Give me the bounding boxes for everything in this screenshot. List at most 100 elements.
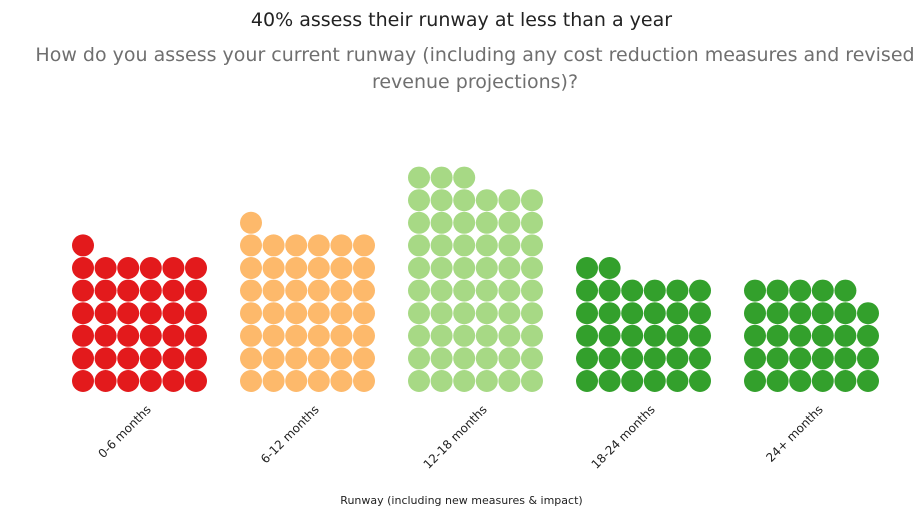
waffle-dot bbox=[408, 211, 430, 234]
waffle-dot bbox=[330, 257, 353, 279]
waffle-dot bbox=[72, 324, 94, 347]
waffle-dot bbox=[475, 257, 498, 279]
waffle-dot bbox=[598, 324, 621, 347]
waffle-dot bbox=[834, 370, 857, 392]
waffle-dot bbox=[453, 189, 476, 212]
waffle-dot bbox=[408, 347, 430, 370]
waffle-dot bbox=[430, 279, 453, 302]
waffle-dot bbox=[353, 234, 375, 257]
waffle-dot bbox=[453, 302, 476, 325]
waffle-dot bbox=[94, 347, 117, 370]
waffle-dot bbox=[475, 347, 498, 370]
waffle-dot bbox=[240, 279, 262, 302]
waffle-dot bbox=[330, 234, 353, 257]
waffle-dot bbox=[94, 370, 117, 392]
waffle-dot bbox=[430, 257, 453, 279]
waffle-dot bbox=[285, 302, 308, 325]
waffle-dot bbox=[162, 347, 185, 370]
waffle-dot bbox=[576, 279, 598, 302]
waffle-dot bbox=[162, 279, 185, 302]
waffle-dot bbox=[117, 257, 140, 279]
waffle-dot bbox=[521, 189, 543, 212]
waffle-dot bbox=[666, 324, 689, 347]
waffle-dot bbox=[162, 302, 185, 325]
waffle-dot bbox=[262, 370, 285, 392]
waffle-dot bbox=[240, 324, 262, 347]
waffle-dot bbox=[240, 234, 262, 257]
waffle-dot bbox=[598, 279, 621, 302]
waffle-dot bbox=[285, 370, 308, 392]
waffle-dot bbox=[498, 211, 521, 234]
waffle-dot bbox=[766, 347, 789, 370]
category-label: 0-6 months bbox=[95, 402, 153, 460]
waffle-dot bbox=[408, 302, 430, 325]
waffle-dot bbox=[621, 279, 644, 302]
waffle-dot bbox=[453, 166, 476, 189]
waffle-dot bbox=[811, 279, 834, 302]
category-label: 24+ months bbox=[763, 402, 825, 464]
waffle-dot bbox=[689, 347, 711, 370]
waffle-dot bbox=[430, 302, 453, 325]
waffle-dot bbox=[498, 302, 521, 325]
waffle-dot bbox=[475, 211, 498, 234]
x-axis-label: Runway (including new measures & impact) bbox=[340, 494, 583, 507]
waffle-dot bbox=[857, 347, 879, 370]
waffle-dot bbox=[430, 370, 453, 392]
waffle-dot bbox=[811, 302, 834, 325]
waffle-dot bbox=[744, 324, 766, 347]
waffle-dot bbox=[744, 370, 766, 392]
waffle-dot bbox=[185, 324, 207, 347]
waffle-dot bbox=[453, 211, 476, 234]
waffle-dot bbox=[185, 347, 207, 370]
waffle-dot bbox=[162, 324, 185, 347]
chart-title: 40% assess their runway at less than a y… bbox=[250, 9, 673, 31]
waffle-dot bbox=[430, 166, 453, 189]
waffle-dot bbox=[811, 347, 834, 370]
waffle-dot bbox=[789, 279, 812, 302]
waffle-dot bbox=[453, 279, 476, 302]
waffle-dot bbox=[453, 347, 476, 370]
waffle-dot bbox=[643, 347, 666, 370]
waffle-dot bbox=[621, 370, 644, 392]
waffle-dot bbox=[744, 347, 766, 370]
waffle-dot bbox=[139, 324, 162, 347]
waffle-dot bbox=[576, 302, 598, 325]
waffle-dot bbox=[521, 324, 543, 347]
waffle-dot bbox=[353, 279, 375, 302]
waffle-dot bbox=[72, 257, 94, 279]
waffle-dot bbox=[408, 257, 430, 279]
waffle-dot bbox=[789, 324, 812, 347]
waffle-dot bbox=[453, 324, 476, 347]
waffle-dot bbox=[185, 302, 207, 325]
waffle-dot bbox=[834, 324, 857, 347]
waffle-dot bbox=[307, 257, 330, 279]
waffle-dot bbox=[139, 257, 162, 279]
waffle-dot bbox=[408, 166, 430, 189]
waffle-dot bbox=[430, 234, 453, 257]
waffle-dot bbox=[94, 279, 117, 302]
waffle-dot bbox=[408, 324, 430, 347]
waffle-dot bbox=[621, 302, 644, 325]
waffle-dot bbox=[72, 370, 94, 392]
waffle-dot bbox=[94, 324, 117, 347]
waffle-dot bbox=[408, 234, 430, 257]
waffle-dot bbox=[453, 370, 476, 392]
waffle-dot bbox=[521, 234, 543, 257]
waffle-dot bbox=[162, 257, 185, 279]
waffle-dot bbox=[811, 370, 834, 392]
waffle-dot bbox=[766, 279, 789, 302]
waffle-dot bbox=[330, 370, 353, 392]
waffle-dot bbox=[598, 370, 621, 392]
waffle-dot bbox=[240, 370, 262, 392]
waffle-dot bbox=[117, 302, 140, 325]
waffle-dot bbox=[475, 324, 498, 347]
waffle-dot bbox=[72, 279, 94, 302]
category-label: 6-12 months bbox=[258, 402, 322, 466]
waffle-dot bbox=[330, 279, 353, 302]
waffle-dot bbox=[521, 302, 543, 325]
waffle-dot bbox=[330, 347, 353, 370]
waffle-dot bbox=[139, 302, 162, 325]
waffle-dot bbox=[285, 234, 308, 257]
waffle-dot bbox=[744, 279, 766, 302]
